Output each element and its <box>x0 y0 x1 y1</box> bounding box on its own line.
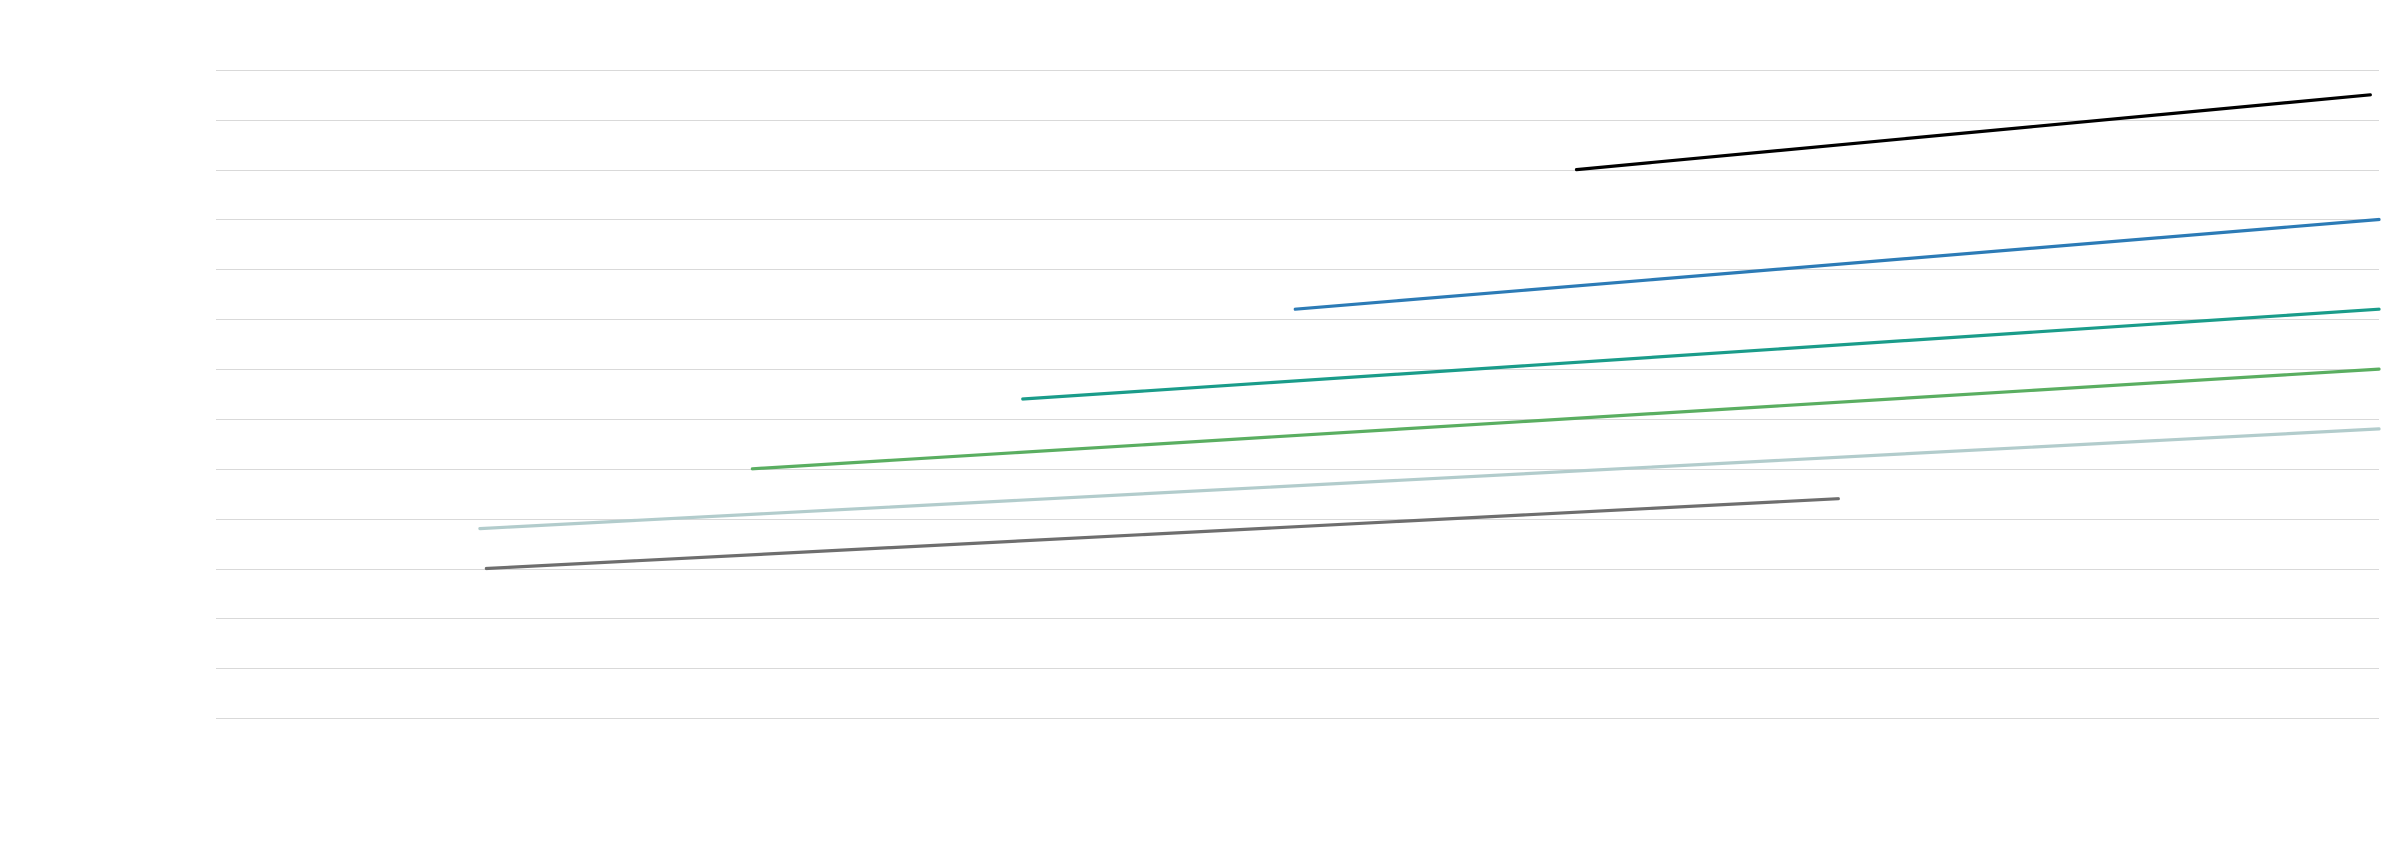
gridlines <box>216 70 2379 719</box>
series-line-4 <box>750 367 2381 471</box>
series-line-3 <box>1021 307 2381 401</box>
series-line-2 <box>1293 217 2381 311</box>
series-line-1 <box>1574 93 2372 172</box>
series-lines <box>478 93 2381 571</box>
series-line-5 <box>478 427 2381 531</box>
series-line-6 <box>484 497 1840 571</box>
